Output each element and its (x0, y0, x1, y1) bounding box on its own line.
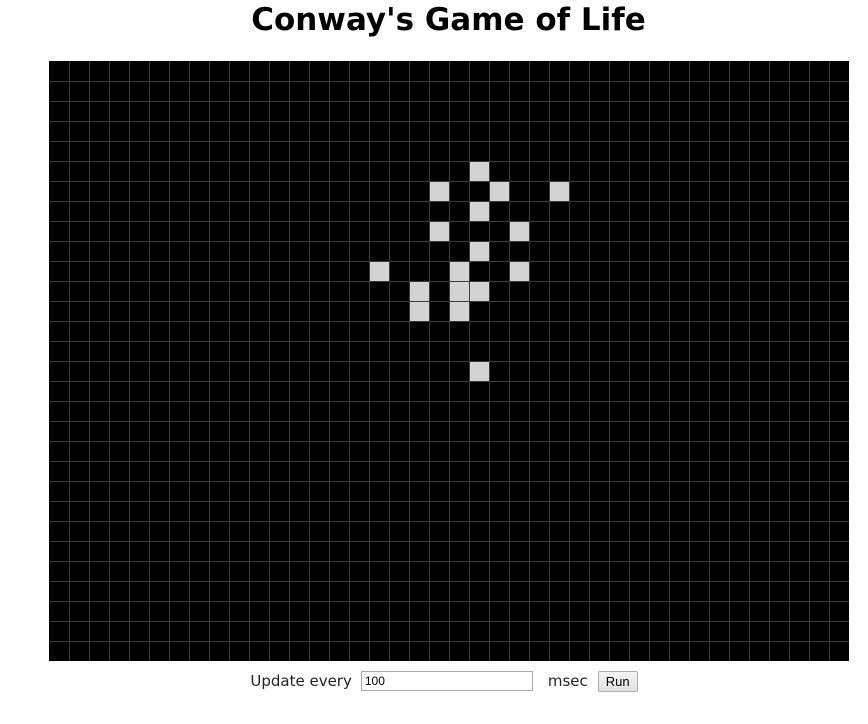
live-cell[interactable] (490, 182, 509, 201)
live-cell[interactable] (450, 262, 469, 281)
live-cell[interactable] (470, 242, 489, 261)
live-cell[interactable] (450, 302, 469, 321)
live-cells (370, 162, 569, 381)
life-board[interactable] (49, 61, 849, 661)
live-cell[interactable] (450, 282, 469, 301)
live-cell[interactable] (550, 182, 569, 201)
update-every-label: Update every (250, 672, 352, 690)
run-button[interactable]: Run (597, 670, 638, 692)
live-cell[interactable] (370, 262, 389, 281)
interval-input[interactable] (360, 671, 533, 691)
grid-lines (49, 61, 849, 661)
live-cell[interactable] (430, 222, 449, 241)
page-title: Conway's Game of Life (251, 2, 646, 38)
live-cell[interactable] (470, 362, 489, 381)
live-cell[interactable] (410, 302, 429, 321)
life-grid[interactable] (49, 61, 849, 661)
live-cell[interactable] (470, 162, 489, 181)
live-cell[interactable] (510, 262, 529, 281)
msec-label: msec (547, 672, 588, 690)
live-cell[interactable] (430, 182, 449, 201)
live-cell[interactable] (470, 282, 489, 301)
controls-bar: Update every msec Run (0, 669, 868, 693)
live-cell[interactable] (410, 282, 429, 301)
live-cell[interactable] (510, 222, 529, 241)
live-cell[interactable] (470, 202, 489, 221)
